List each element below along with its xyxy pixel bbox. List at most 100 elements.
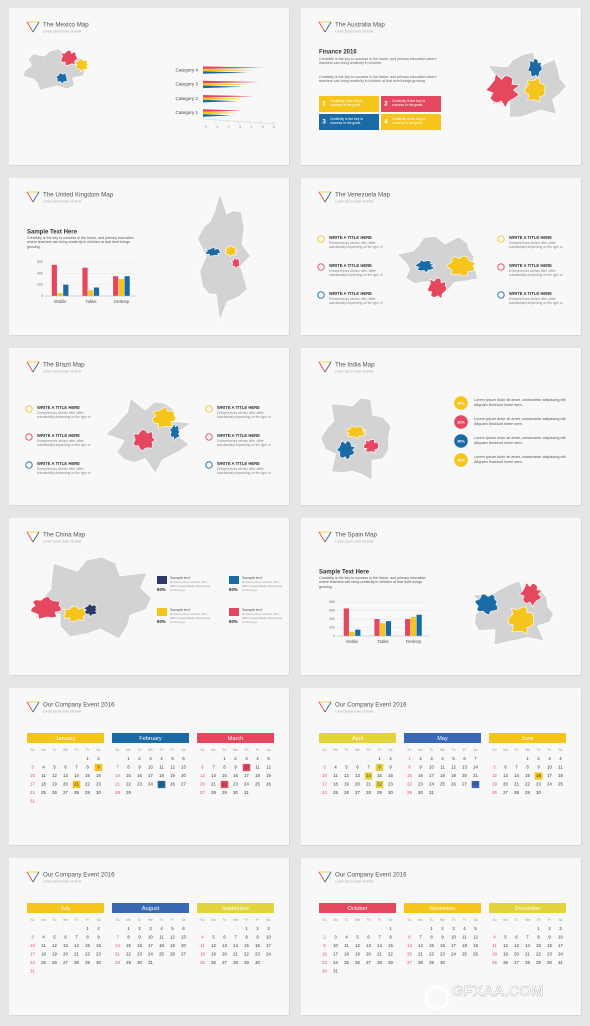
month-name: March [228, 736, 244, 742]
day: 26 [170, 782, 175, 787]
day: 7 [515, 765, 518, 770]
day: 11 [159, 935, 164, 940]
day: 13 [181, 935, 186, 940]
x-tick-label: Mobile [346, 639, 359, 644]
weekday: Sa [182, 748, 186, 752]
logo-edge [318, 531, 326, 543]
month-header [404, 903, 481, 913]
day: 30 [547, 960, 552, 965]
slide-title: The Spain Map [335, 532, 378, 539]
day: 12 [492, 773, 497, 778]
day: 29 [126, 790, 131, 795]
day: 2 [138, 756, 141, 761]
weekday: Sa [559, 748, 563, 752]
item-title: WRITE A TITLE HERE [37, 461, 80, 466]
day: 29 [429, 960, 434, 965]
day: 4 [201, 935, 204, 940]
map-region [60, 49, 78, 66]
day: 2 [97, 926, 100, 931]
weekday: We [440, 748, 445, 752]
slide-title: Our Company Event 2016 [43, 872, 115, 879]
day: 4 [559, 756, 562, 761]
bar [385, 621, 392, 636]
day: 22 [85, 952, 90, 957]
tick-mark [270, 120, 274, 124]
weekday: Fr [171, 748, 175, 752]
day: 23 [137, 782, 142, 787]
weekday: Sa [267, 918, 271, 922]
day: 8 [245, 935, 248, 940]
bar [57, 293, 63, 296]
day: 8 [86, 935, 89, 940]
day: 15 [126, 943, 131, 948]
day: 11 [41, 943, 46, 948]
day: 21 [366, 782, 371, 787]
day: 23 [536, 782, 541, 787]
month-header [197, 903, 274, 913]
swatch [229, 608, 239, 616]
paragraph-box: Creativity is the key to success in the … [27, 236, 134, 249]
item-text-box: Entrepreneurs wishes offer, differ subst… [509, 269, 563, 277]
item-title: WRITE A TITLE HERE [37, 405, 80, 410]
day: 7 [526, 935, 529, 940]
slide-title: The Australia Map [335, 22, 385, 29]
day: 7 [474, 756, 477, 761]
day: 24 [30, 960, 35, 965]
slide-subtitle: Lorem ipsum dolor sit amet [335, 29, 374, 33]
swatch [157, 608, 167, 616]
item-title: WRITE A TITLE HERE [217, 405, 260, 410]
map-region [426, 277, 448, 300]
day: 25 [492, 960, 497, 965]
weekday: Fr [171, 918, 175, 922]
day: 9 [548, 935, 551, 940]
slide-title: Our Company Event 2016 [335, 872, 407, 879]
highlight-day [94, 763, 103, 772]
slide-subtitle: Lorem ipsum dolor sit amet [335, 879, 374, 883]
day: 30 [233, 790, 238, 795]
day: 27 [514, 960, 519, 965]
day: 8 [389, 935, 392, 940]
day: 21 [74, 952, 79, 957]
day: 28 [74, 960, 79, 965]
month-name: February [139, 736, 162, 742]
day: 27 [63, 960, 68, 965]
day: 30 [322, 969, 327, 974]
day: 18 [558, 773, 563, 778]
map-region [362, 439, 380, 454]
day: 31 [333, 969, 338, 974]
month-name: November [430, 906, 456, 912]
day: 24 [558, 952, 563, 957]
day: 4 [256, 756, 259, 761]
day: 14 [74, 773, 79, 778]
weekday: Th [367, 748, 371, 752]
bar [88, 290, 94, 296]
box-text: Creativity is the key to success in the … [330, 117, 364, 126]
percent-circle [454, 434, 468, 448]
day: 1 [389, 926, 392, 931]
item-icon [317, 235, 325, 243]
day: 17 [148, 773, 153, 778]
day: 23 [233, 782, 238, 787]
highlight-day [364, 772, 373, 780]
day: 3 [31, 765, 34, 770]
day: 24 [333, 960, 338, 965]
circle-text: Lorem ipsum dolor sit amet, consectetur … [474, 417, 567, 426]
day: 19 [503, 952, 508, 957]
weekday: Mo [333, 918, 338, 922]
category-label: Category 1 [176, 110, 199, 115]
x-tick-label: Mobile [54, 299, 67, 304]
box-text: Creativity is the key to success in the … [330, 99, 364, 108]
day: 7 [75, 765, 78, 770]
swatch-text: Entrepreneurs wishes offer, differ subst… [170, 613, 211, 624]
month-header [404, 733, 481, 743]
day: 6 [223, 935, 226, 940]
bar [124, 276, 130, 296]
day: 10 [30, 943, 35, 948]
day: 18 [255, 773, 260, 778]
day: 22 [126, 782, 131, 787]
logo-edge [324, 21, 332, 33]
item-text-box: Entrepreneurs wishes offer, differ subst… [217, 439, 271, 447]
day: 14 [525, 943, 530, 948]
swatch-text-box: Entrepreneurs wishes offer, differ subst… [242, 581, 282, 592]
